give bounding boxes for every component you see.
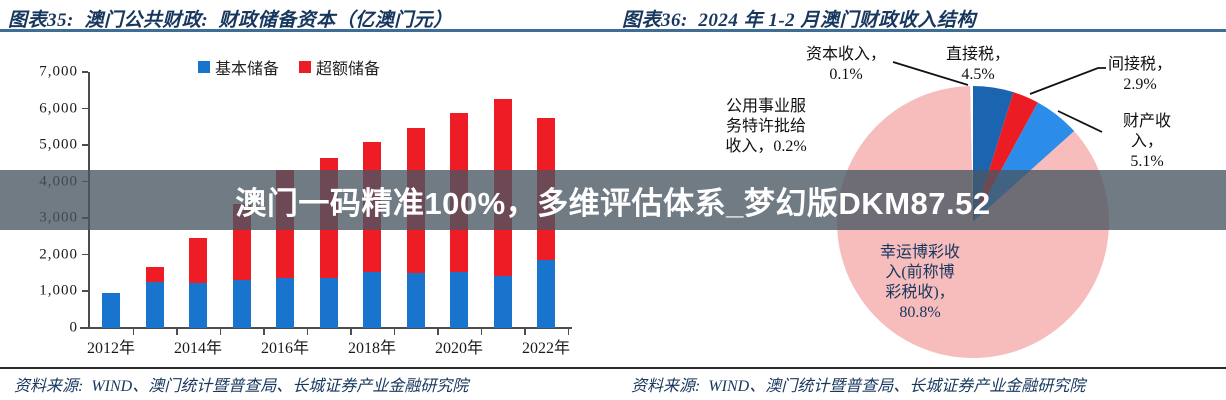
left-source-note: 资料来源: WIND、澳门统计暨普查局、长城证券产业金融研究院 [14, 378, 469, 395]
bar-segment-2017年-基本储备 [319, 277, 338, 328]
y-tick-label: 5,000 [39, 136, 78, 153]
x-tick-label: 2022年 [521, 340, 570, 357]
bar-segment-2021年-基本储备 [493, 276, 512, 328]
left-chart-title: 图表35: 澳门公共财政: 财政储备资本（亿澳门元） [8, 10, 453, 31]
bar-segment-2015年-基本储备 [232, 280, 251, 328]
bar-segment-2014年-超额储备 [189, 238, 207, 283]
x-tick-mark [567, 329, 570, 335]
watermark-band: 澳门一码精准100%，多维评估体系_梦幻版DKM87.52 [0, 170, 1226, 230]
right-chart-title: 图表36: 2024 年 1-2 月澳门财政收入结构 [622, 10, 976, 31]
footer-rule [0, 367, 1226, 369]
bar-segment-2014年-基本储备 [189, 282, 207, 328]
watermark-text: 澳门一码精准100%，多维评估体系_梦幻版DKM87.52 [235, 185, 991, 221]
y-tick-mark [82, 71, 88, 73]
legend-swatch-icon [299, 61, 312, 73]
x-tick-label: 2012年 [86, 340, 135, 357]
y-tick-mark [82, 144, 88, 146]
y-tick-label: 0 [69, 319, 78, 336]
legend-swatch-icon [198, 61, 210, 73]
x-tick-mark [263, 329, 265, 335]
bar-segment-2012年-基本储备 [102, 292, 120, 328]
legend-label: 基本储备 [215, 61, 280, 78]
pie-label-财产收入: 财产收入， 5.1% [1122, 113, 1171, 170]
pie-label-间接税: 间接税， 2.9% [1107, 56, 1173, 93]
pie-label-幸运博彩收入(前称博彩税收): 幸运博彩收 入(前称博 彩税收)， 80.8% [879, 244, 961, 321]
bar-segment-2019年-基本储备 [406, 272, 425, 328]
x-axis-line [80, 327, 572, 329]
y-tick-label: 1,000 [39, 282, 78, 299]
y-tick-label: 2,000 [39, 246, 78, 263]
x-tick-mark [219, 329, 222, 335]
legend-label: 超额储备 [316, 61, 381, 78]
bar-segment-2022年-基本储备 [537, 259, 555, 328]
bar-segment-2013年-基本储备 [145, 282, 164, 328]
x-tick-mark [480, 329, 483, 335]
bar-segment-2018年-基本储备 [363, 272, 381, 328]
x-tick-mark [393, 329, 396, 335]
bar-chart-legend: 基本储备 超额储备 [198, 55, 380, 79]
x-tick-label: 2014年 [173, 340, 222, 357]
x-tick-label: 2020年 [434, 340, 483, 357]
y-tick-mark [82, 290, 88, 292]
pie-label-直接税: 直接税， 4.5% [945, 46, 1011, 83]
x-tick-label: 2018年 [347, 340, 396, 357]
x-tick-mark [132, 329, 135, 335]
right-source-note: 资料来源: WIND、澳门统计暨普查局、长城证券产业金融研究院 [631, 378, 1086, 395]
x-tick-label: 2016年 [260, 340, 309, 357]
y-tick-mark [82, 107, 88, 110]
y-tick-mark [82, 253, 88, 256]
bar-segment-2016年-基本储备 [276, 277, 294, 328]
bar-segment-2013年-超额储备 [145, 266, 164, 283]
pie-label-公用事业服务特许批给收入: 公用事业服 务特许批给 收入，0.2% [725, 98, 807, 155]
x-tick-mark [524, 329, 526, 335]
x-tick-mark [176, 329, 178, 335]
y-tick-label: 7,000 [39, 63, 78, 80]
legend-item-0: 基本储备 [198, 55, 279, 79]
y-tick-label: 6,000 [39, 100, 78, 117]
pie-label-资本收入: 资本收入， 0.1% [805, 46, 887, 83]
x-tick-mark [437, 329, 439, 335]
bar-segment-2020年-基本储备 [450, 272, 468, 328]
x-tick-mark [350, 329, 352, 335]
title-underline-rule [0, 29, 1226, 32]
legend-item-1: 超额储备 [299, 55, 380, 79]
x-tick-mark [306, 329, 309, 335]
